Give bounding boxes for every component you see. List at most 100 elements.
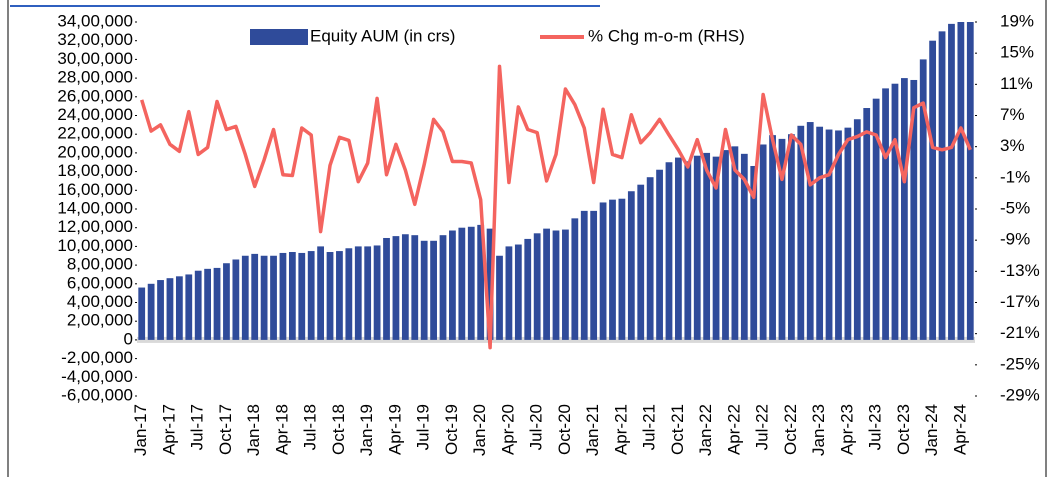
bar bbox=[646, 177, 654, 340]
y2-tick-label: -29% bbox=[1000, 385, 1040, 404]
bar bbox=[439, 235, 447, 340]
bar bbox=[910, 79, 918, 340]
bar bbox=[693, 155, 701, 340]
bar bbox=[138, 287, 146, 340]
bar bbox=[609, 199, 616, 340]
x-tick-label: Apr-21 bbox=[611, 404, 630, 455]
bar bbox=[740, 153, 748, 340]
y2-tick-label: -9% bbox=[1000, 230, 1030, 249]
y-tick-label: 24,00,000 bbox=[57, 105, 133, 124]
bar bbox=[477, 224, 485, 340]
x-tick-label: Jul-18 bbox=[301, 404, 320, 450]
bar bbox=[317, 246, 324, 340]
bar bbox=[307, 251, 315, 340]
y-tick-label: 8,00,000 bbox=[67, 255, 133, 274]
bar bbox=[505, 246, 513, 340]
y-tick-label: 18,00,000 bbox=[57, 161, 133, 180]
bar bbox=[872, 98, 880, 340]
legend-label: Equity AUM (in crs) bbox=[310, 26, 455, 45]
bar bbox=[966, 22, 974, 340]
y2-tick-label: -1% bbox=[1000, 167, 1030, 186]
y-tick-label: -6,00,000 bbox=[61, 385, 133, 404]
y-tick-label: -4,00,000 bbox=[61, 367, 133, 386]
x-tick-label: Jul-20 bbox=[527, 404, 546, 450]
line bbox=[140, 64, 972, 350]
bar bbox=[853, 119, 861, 340]
bar bbox=[147, 283, 155, 340]
bar bbox=[919, 59, 927, 340]
bar bbox=[675, 157, 682, 340]
y2-tick-label: 15% bbox=[1000, 43, 1034, 62]
x-tick-label: Oct-21 bbox=[668, 404, 687, 455]
bar bbox=[703, 152, 711, 340]
y2-tick-label: 3% bbox=[1000, 136, 1025, 155]
bar bbox=[882, 88, 889, 340]
y-tick-label: 16,00,000 bbox=[57, 180, 133, 199]
bar bbox=[797, 125, 805, 340]
x-tick-label: Jan-23 bbox=[809, 404, 828, 456]
y-tick-label: 2,00,000 bbox=[67, 311, 133, 330]
y-tick-label: 14,00,000 bbox=[57, 198, 133, 217]
bar bbox=[957, 22, 965, 340]
bar bbox=[458, 227, 466, 340]
y-tick-label: 30,00,000 bbox=[57, 49, 133, 68]
bar bbox=[345, 248, 353, 340]
bar bbox=[543, 228, 550, 340]
y-tick-label: 28,00,000 bbox=[57, 68, 133, 87]
legend-label: % Chg m-o-m (RHS) bbox=[588, 26, 745, 45]
bar bbox=[712, 156, 720, 340]
bar bbox=[759, 144, 767, 340]
bar bbox=[430, 240, 437, 340]
y2-tick-label: -17% bbox=[1000, 292, 1040, 311]
bar bbox=[185, 274, 193, 340]
y2-tick-label: 11% bbox=[1000, 74, 1033, 93]
bar bbox=[213, 267, 221, 340]
bar bbox=[401, 234, 409, 340]
x-tick-label: Apr-20 bbox=[498, 404, 517, 455]
bar bbox=[948, 23, 955, 340]
bar bbox=[288, 252, 296, 340]
x-tick-label: Oct-20 bbox=[555, 404, 574, 455]
bar bbox=[684, 161, 692, 340]
x-tick-label: Apr-18 bbox=[272, 404, 291, 455]
bar bbox=[383, 237, 390, 340]
bar bbox=[241, 255, 249, 340]
x-tick-label: Apr-24 bbox=[950, 404, 969, 455]
x-tick-label: Oct-23 bbox=[894, 404, 913, 455]
x-tick-label: Jan-19 bbox=[357, 404, 376, 456]
bar bbox=[788, 134, 795, 340]
bar bbox=[251, 253, 259, 340]
x-tick-label: Jul-22 bbox=[753, 404, 772, 450]
bar bbox=[769, 135, 776, 340]
bar bbox=[533, 233, 541, 340]
bar bbox=[364, 246, 372, 340]
y-tick-label: 20,00,000 bbox=[57, 142, 133, 161]
x-tick-label: Apr-22 bbox=[724, 404, 743, 455]
bar bbox=[731, 146, 739, 340]
x-tick-label: Jul-17 bbox=[188, 404, 207, 450]
bar bbox=[599, 202, 607, 340]
bar bbox=[835, 130, 842, 340]
bar bbox=[524, 238, 532, 340]
bar bbox=[627, 191, 635, 340]
x-tick-label: Jan-20 bbox=[470, 404, 489, 456]
bar bbox=[571, 218, 579, 340]
bar bbox=[863, 108, 871, 340]
bar bbox=[175, 276, 183, 340]
y-tick-label: 26,00,000 bbox=[57, 86, 133, 105]
x-tick-label: Oct-22 bbox=[781, 404, 800, 455]
y-tick-label: 4,00,000 bbox=[67, 292, 133, 311]
y2-tick-label: -13% bbox=[1000, 261, 1040, 280]
y-tick-label: 6,00,000 bbox=[67, 273, 133, 292]
bar bbox=[157, 280, 164, 340]
x-tick-label: Jan-18 bbox=[244, 404, 263, 456]
bar bbox=[420, 240, 428, 340]
x-tick-label: Apr-19 bbox=[385, 404, 404, 455]
bar bbox=[298, 252, 306, 340]
y-tick-label: 10,00,000 bbox=[57, 236, 133, 255]
bar bbox=[223, 263, 230, 340]
bar bbox=[411, 235, 419, 340]
y2-tick-label: -25% bbox=[1000, 354, 1040, 373]
bar bbox=[449, 230, 456, 340]
